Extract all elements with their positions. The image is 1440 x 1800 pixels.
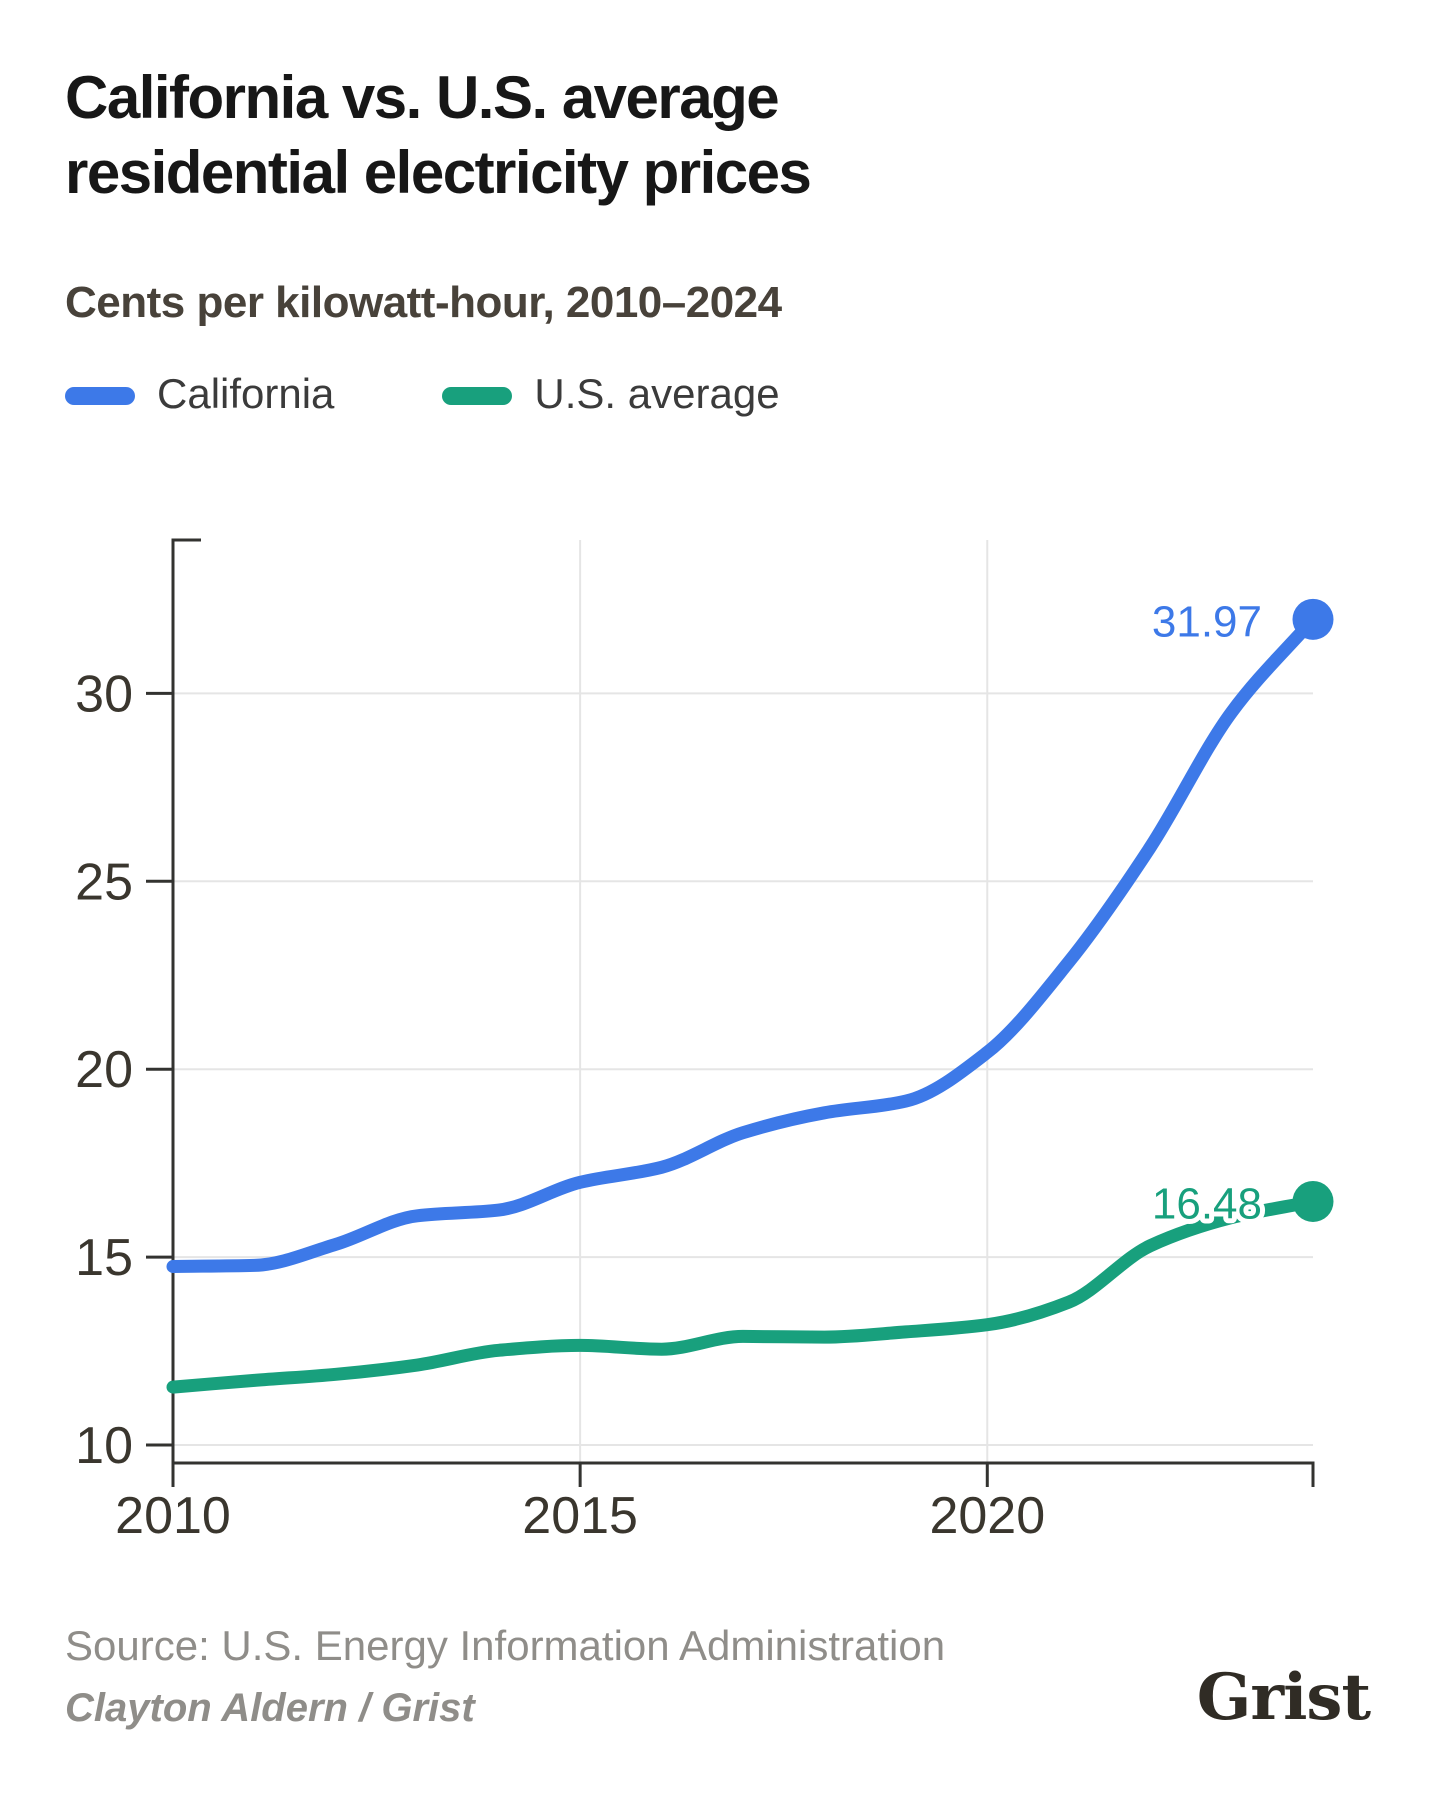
grist-logo: Grist: [1196, 1660, 1371, 1735]
y-tick-label-30: 30: [75, 665, 133, 723]
legend-item-us-average: U.S. average: [442, 370, 780, 418]
chart-subtitle: Cents per kilowatt-hour, 2010–2024: [65, 278, 782, 327]
legend-label-us-average: U.S. average: [534, 370, 780, 417]
chart-legend: California U.S. average: [65, 370, 780, 418]
x-tick-label-2020: 2020: [929, 1487, 1045, 1545]
end-value-label-california: 31.97: [1152, 597, 1262, 646]
end-value-label-u-s-average: 16.48: [1152, 1179, 1262, 1228]
title-line-1: California vs. U.S. average: [65, 64, 780, 131]
end-dot-u-s-average: [1292, 1180, 1334, 1222]
title-line-2: residential electricity prices: [65, 139, 812, 206]
axis-frame: [171, 538, 1315, 1487]
y-tick-label-25: 25: [75, 853, 133, 911]
page-title: California vs. U.S. average residential …: [65, 60, 812, 210]
end-dot-california: [1292, 598, 1334, 640]
series-line-u-s-average: [166, 1195, 1320, 1394]
legend-item-california: California: [65, 370, 334, 418]
credit-text: Clayton Aldern / Grist: [65, 1686, 475, 1730]
x-tick-label-2010: 2010: [115, 1487, 231, 1545]
y-tick-label-10: 10: [75, 1417, 133, 1475]
legend-swatch-us-average: [442, 387, 513, 405]
y-tick-label-15: 15: [75, 1229, 133, 1287]
series-line-california: [166, 612, 1320, 1273]
x-tick-label-2015: 2015: [522, 1487, 638, 1545]
legend-label-california: California: [157, 370, 335, 417]
source-text: Source: U.S. Energy Information Administ…: [65, 1622, 946, 1669]
legend-swatch-california: [65, 387, 135, 405]
y-tick-label-20: 20: [75, 1041, 133, 1099]
